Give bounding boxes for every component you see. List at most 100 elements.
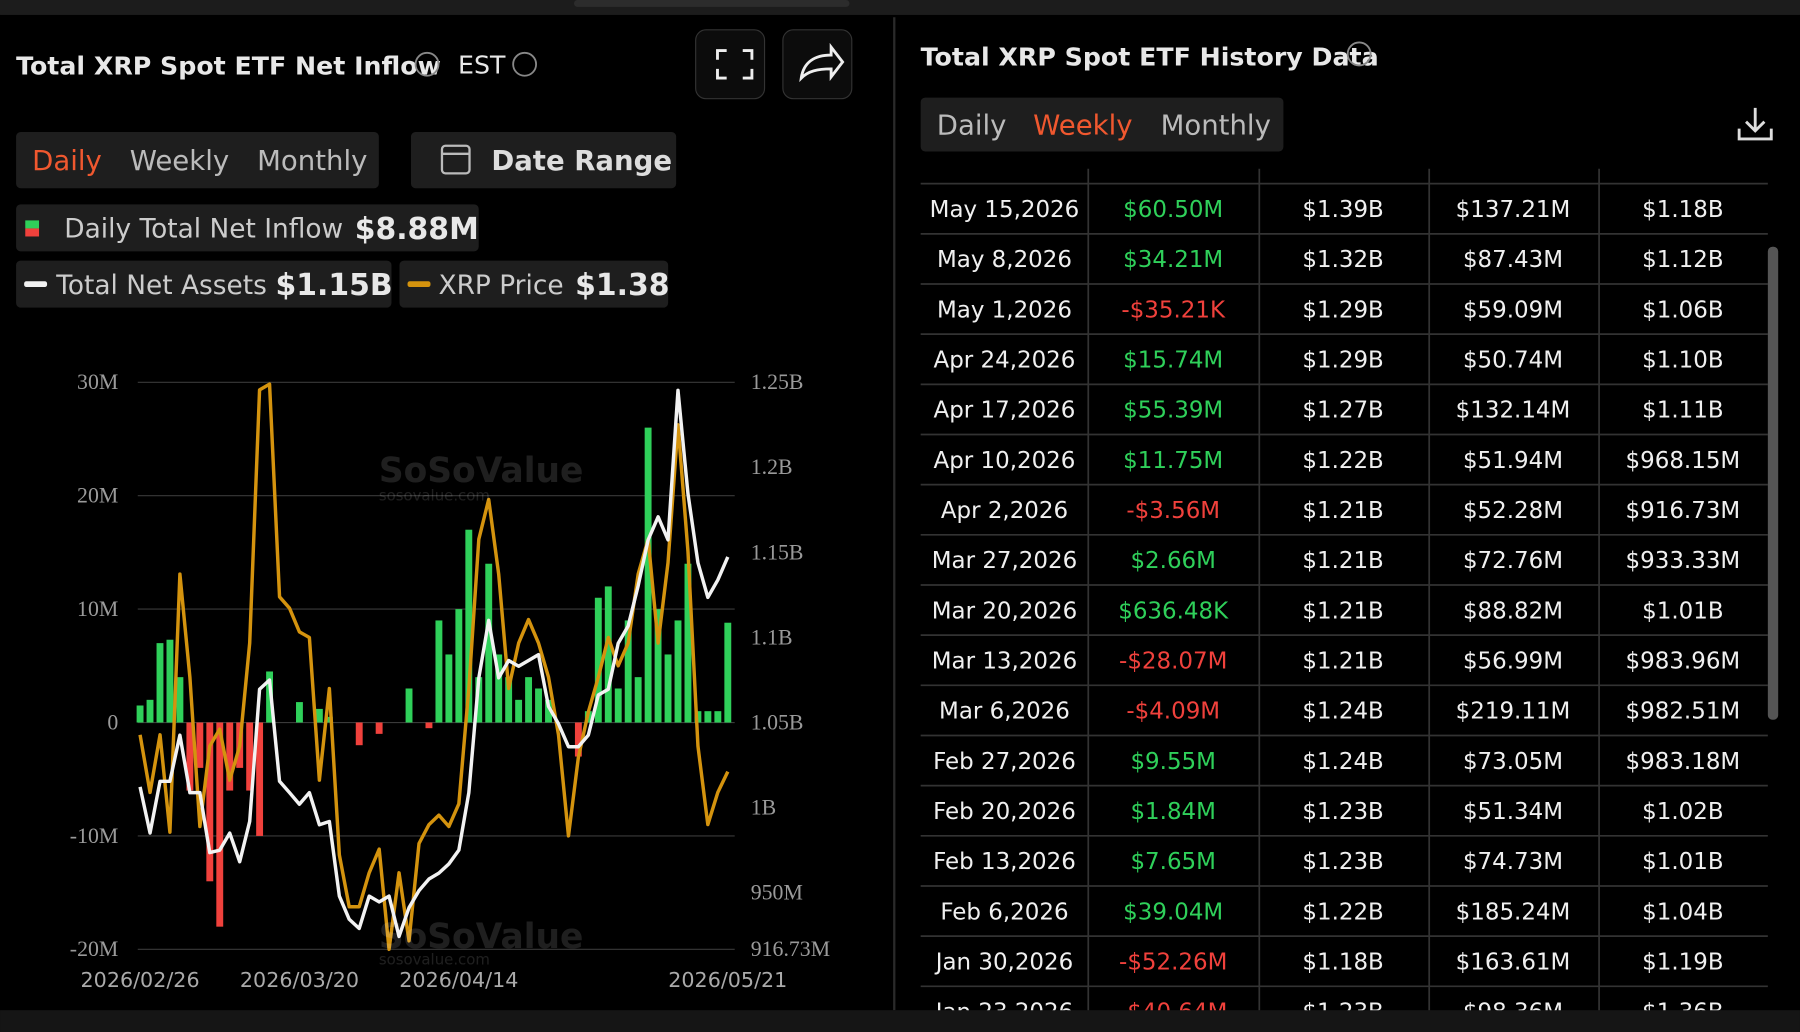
y2-tick-label: 1.15B	[751, 540, 804, 564]
watermark: SoSoValue	[379, 451, 584, 491]
table-cell: $72.76M	[1463, 548, 1563, 574]
download-button[interactable]	[1737, 107, 1773, 141]
bar	[475, 677, 483, 723]
bar	[355, 722, 363, 746]
table-cell: $2.66M	[1130, 548, 1215, 574]
table-cell: Mar 6,2026	[939, 699, 1070, 725]
table-cell: May 1,2026	[937, 297, 1072, 323]
table-cell: $1.21B	[1302, 648, 1383, 674]
tab-weekly[interactable]: Weekly	[1033, 109, 1132, 141]
y-tick-label: 10M	[77, 597, 118, 621]
bar	[325, 716, 333, 723]
timezone: EST	[458, 50, 506, 79]
bottom-bar	[0, 1010, 1800, 1032]
history-title: Total XRP Spot ETF History Data	[921, 42, 1379, 71]
table-cell: $50.74M	[1463, 347, 1563, 373]
y-tick-label: 20M	[77, 484, 118, 508]
table-cell: $1.21B	[1302, 598, 1383, 624]
table-cell: $185.24M	[1456, 899, 1571, 925]
legend-value: $1.38	[575, 268, 669, 303]
table-cell: $34.21M	[1123, 247, 1223, 273]
table-cell: $1.11B	[1642, 398, 1723, 424]
info-icon[interactable]	[414, 51, 440, 77]
table-cell: $1.18B	[1642, 197, 1723, 223]
bar	[624, 620, 632, 723]
table-cell: Feb 27,2026	[933, 749, 1076, 775]
table-cell: Apr 2,2026	[941, 498, 1068, 524]
table-cell: -$40.64M	[1119, 1000, 1227, 1026]
table-cell: $1.21B	[1302, 548, 1383, 574]
info-icon[interactable]	[512, 51, 538, 77]
period-tabs	[16, 132, 379, 189]
bar	[505, 677, 513, 723]
tab-monthly[interactable]: Monthly	[257, 145, 367, 177]
bar	[445, 654, 453, 723]
bar	[714, 711, 722, 723]
legend-label: Daily Total Net Inflow	[64, 214, 343, 245]
table-cell: Feb 13,2026	[933, 849, 1076, 875]
table-cell: $15.74M	[1123, 347, 1223, 373]
bar	[634, 677, 642, 723]
table-cell: $1.29B	[1302, 347, 1383, 373]
table-cell: $1.22B	[1302, 448, 1383, 474]
bar	[315, 708, 323, 723]
bar	[206, 722, 214, 882]
legend-swatch	[24, 281, 48, 287]
table-cell: $51.94M	[1463, 448, 1563, 474]
top-bar	[0, 0, 1800, 15]
table-cell: $9.55M	[1130, 749, 1215, 775]
bar	[186, 722, 194, 791]
bar	[614, 688, 622, 723]
table-cell: $933.33M	[1626, 548, 1741, 574]
table-cell: $1.24B	[1302, 699, 1383, 725]
y2-tick-label: 1.25B	[751, 370, 804, 394]
bar	[604, 586, 612, 723]
y2-tick-label: 1.1B	[751, 625, 793, 649]
table-cell: $1.23B	[1302, 1000, 1383, 1026]
scrollbar[interactable]	[1767, 246, 1779, 720]
table-cell: $983.96M	[1626, 648, 1741, 674]
bar	[196, 722, 204, 768]
bar	[704, 711, 712, 723]
bar	[136, 705, 144, 723]
date-range-button[interactable]	[410, 132, 677, 189]
tab-weekly[interactable]: Weekly	[130, 145, 229, 177]
bar	[156, 643, 164, 723]
table-cell: Feb 20,2026	[933, 799, 1076, 825]
y2-tick-label: 1B	[751, 796, 776, 820]
top-tab	[573, 0, 850, 7]
share-button[interactable]	[782, 29, 853, 100]
date-range-label: Date Range	[491, 145, 672, 177]
bar	[664, 654, 672, 723]
table-cell: $52.28M	[1463, 498, 1563, 524]
table-cell: May 15,2026	[930, 197, 1080, 223]
table-cell: $74.73M	[1463, 849, 1563, 875]
bar	[465, 529, 473, 723]
table-cell: -$3.56M	[1126, 498, 1220, 524]
fullscreen-button[interactable]	[695, 29, 766, 100]
info-icon[interactable]	[1346, 41, 1372, 67]
legend-box	[16, 260, 392, 308]
watermark: sosovalue.com	[379, 487, 490, 505]
bar	[176, 677, 184, 723]
table-cell: $982.51M	[1626, 699, 1741, 725]
legend-box	[16, 204, 479, 252]
bar	[425, 722, 433, 729]
table-cell: Apr 24,2026	[934, 347, 1076, 373]
table-cell: Apr 17,2026	[934, 398, 1076, 424]
tab-monthly[interactable]: Monthly	[1161, 109, 1271, 141]
bar	[515, 699, 523, 723]
table-cell: $1.06B	[1642, 297, 1723, 323]
table-cell: $1.18B	[1302, 949, 1383, 975]
bar	[594, 597, 602, 723]
tab-daily[interactable]: Daily	[937, 109, 1007, 141]
bar	[375, 722, 383, 734]
table-cell: $1.32B	[1302, 247, 1383, 273]
table-cell: $87.43M	[1463, 247, 1563, 273]
history-tabs	[920, 97, 1284, 152]
table-cell: $1.21B	[1302, 498, 1383, 524]
bar	[166, 639, 174, 723]
watermark: sosovalue.com	[379, 950, 490, 968]
tab-daily[interactable]: Daily	[32, 145, 102, 177]
watermark: SoSoValue	[379, 917, 584, 957]
